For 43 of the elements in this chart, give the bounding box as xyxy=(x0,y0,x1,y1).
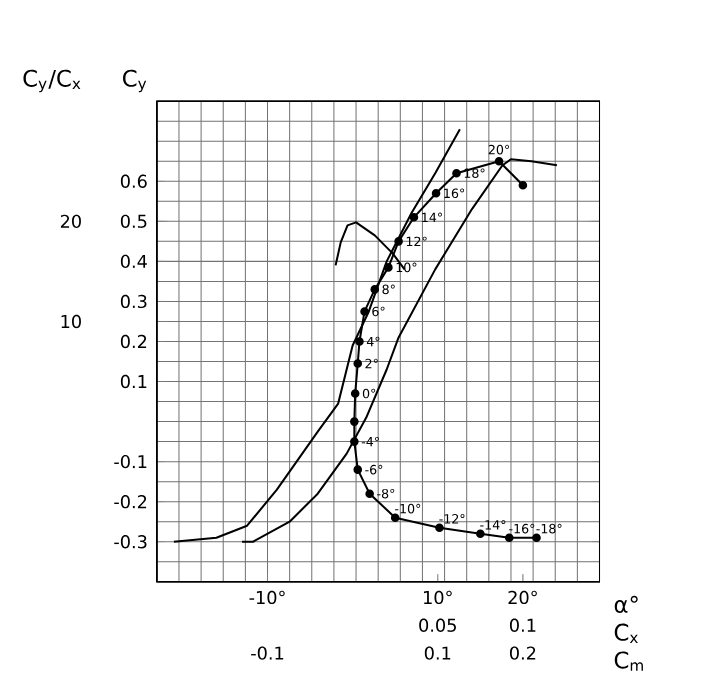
point xyxy=(476,529,485,539)
y2-tick-label: 20 xyxy=(60,215,81,229)
x-axis-title: α° xyxy=(614,596,638,614)
point xyxy=(452,169,461,178)
point xyxy=(360,307,369,317)
y-tick-label: 0.4 xyxy=(120,255,147,269)
x-tick-label: 10° xyxy=(424,591,452,605)
point xyxy=(518,181,528,191)
line-series xyxy=(240,158,558,544)
x-axis-title: C$_{x}$ xyxy=(614,624,638,644)
point xyxy=(532,533,541,543)
x-axis-title: C$_{m}$ xyxy=(614,651,643,672)
point xyxy=(494,157,504,166)
x-tick-label: 0.1 xyxy=(424,646,451,661)
y-tick-label: 0.1 xyxy=(120,375,147,389)
y-tick-label: -0.2 xyxy=(114,495,147,509)
point xyxy=(350,389,360,399)
point xyxy=(409,213,419,223)
x-tick-label: 0.05 xyxy=(419,619,456,633)
point xyxy=(504,533,514,543)
point xyxy=(353,359,363,369)
y2-axis-title: C$_{y}$/C$_{x}$ xyxy=(23,70,81,93)
x-tick-label: -0.1 xyxy=(251,646,284,661)
y2-tick-label: 10 xyxy=(61,315,81,329)
point xyxy=(353,465,363,475)
point xyxy=(365,489,374,499)
point xyxy=(350,417,359,427)
point xyxy=(431,189,441,199)
point xyxy=(350,437,359,447)
y-tick-label: 0.5 xyxy=(120,215,147,229)
point xyxy=(435,523,444,533)
y-tick-label: -0.3 xyxy=(114,535,147,549)
x-tick-label: 0.2 xyxy=(509,646,536,661)
y-tick-label: 0.3 xyxy=(120,295,147,309)
point xyxy=(384,263,393,273)
point xyxy=(390,513,400,523)
x-tick-label: 20° xyxy=(508,591,537,605)
y-axis-title: C$_{y}$ xyxy=(123,70,147,93)
y-tick-label: 0.2 xyxy=(120,335,147,349)
x-tick-label: -10° xyxy=(249,591,285,605)
y-tick-label: 0.6 xyxy=(120,175,147,189)
point xyxy=(355,337,364,347)
y-tick-label: -0.1 xyxy=(114,455,147,469)
